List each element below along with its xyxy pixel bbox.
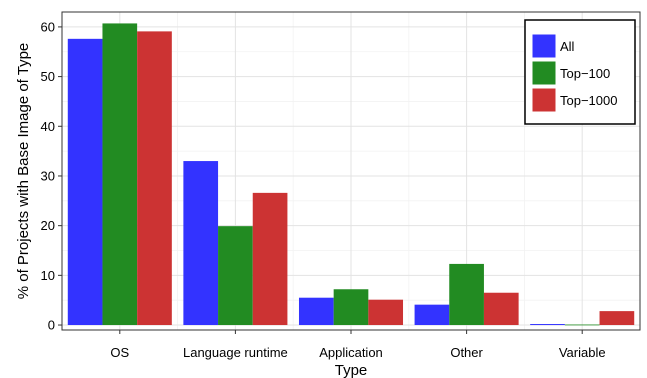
bar-1-3 <box>298 297 334 326</box>
x-tick-label: Variable <box>559 345 606 360</box>
x-tick-label: Application <box>319 345 383 360</box>
bar-2-4 <box>449 263 484 326</box>
bar-3-1 <box>137 31 172 326</box>
bar-3-4 <box>483 292 519 326</box>
y-tick-label: 60 <box>41 19 55 34</box>
bar-2-5 <box>564 324 600 326</box>
y-tick-label: 30 <box>41 168 55 183</box>
y-tick-label: 20 <box>41 218 55 233</box>
legend-key-1 <box>531 33 557 59</box>
bar-1-2 <box>183 161 219 326</box>
bar-1-4 <box>414 304 450 326</box>
bar-2-2 <box>218 226 253 326</box>
y-tick-label: 10 <box>41 268 55 283</box>
legend-label-1: All <box>560 39 575 54</box>
bar-3-5 <box>599 311 635 326</box>
legend-key-2 <box>531 60 557 86</box>
x-axis: OS Language runtime Application Other Variab… <box>110 330 606 360</box>
legend-key-3 <box>531 87 557 113</box>
bar-3-3 <box>368 299 404 326</box>
bar-2-1 <box>102 23 138 326</box>
legend-label-3: Top−1000 <box>560 93 617 108</box>
bars <box>67 23 635 326</box>
x-axis-title: Type <box>335 362 368 378</box>
x-tick-label: OS <box>110 345 129 360</box>
y-tick-label: 40 <box>41 119 55 134</box>
legend: All Top−100 Top−1000 <box>524 19 636 125</box>
legend-label-2: Top−100 <box>560 66 610 81</box>
y-tick-label: 0 <box>48 318 55 333</box>
bar-3-2 <box>252 192 288 326</box>
y-tick-label: 50 <box>41 69 55 84</box>
x-tick-label: Other <box>450 345 483 360</box>
bar-2-3 <box>333 289 369 326</box>
y-axis-title: % of Projects with Base Image of Type <box>15 43 32 300</box>
x-tick-label: Language runtime <box>183 345 288 360</box>
y-axis: 0 10 20 30 40 50 60 <box>41 19 62 333</box>
bar-1-1 <box>67 38 103 326</box>
bar-1-5 <box>530 324 565 326</box>
